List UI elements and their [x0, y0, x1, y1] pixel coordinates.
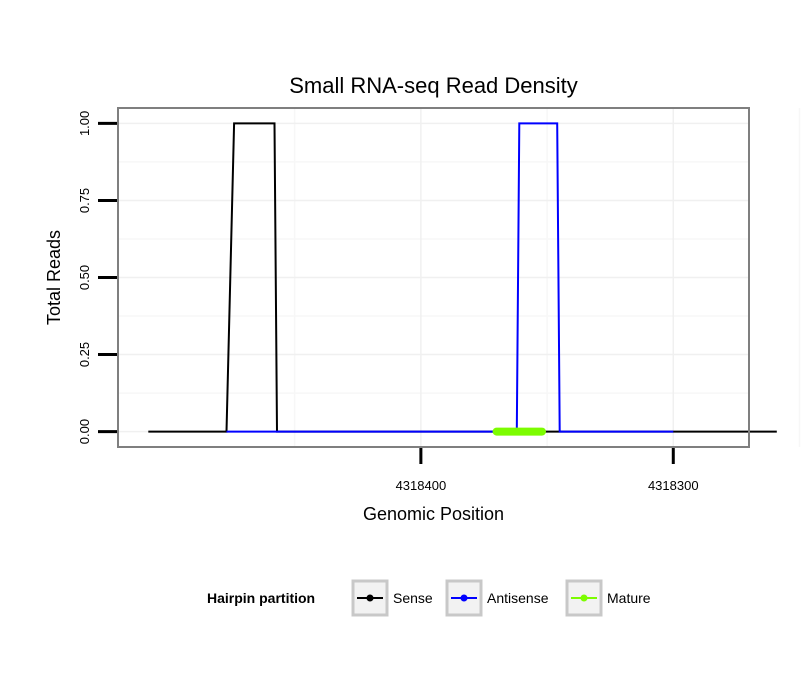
series-line-antisense [226, 122, 674, 433]
y-tick-label: 0.50 [77, 265, 92, 290]
plot-border [117, 107, 750, 448]
y-tick-label: 1.00 [77, 111, 92, 136]
legend-label-mature: Mature [607, 590, 651, 606]
chart-title: Small RNA-seq Read Density [289, 73, 578, 98]
x-axis-title: Genomic Position [363, 504, 504, 524]
legend-key-point [460, 594, 468, 602]
x-tick-label: 4318400 [396, 478, 447, 493]
legend-label-antisense: Antisense [487, 590, 549, 606]
y-tick-label: 0.75 [77, 188, 92, 213]
x-tick-label: 4318300 [648, 478, 699, 493]
y-tick-label: 0.00 [77, 419, 92, 444]
legend-key-point [580, 594, 588, 602]
legend-title: Hairpin partition [207, 590, 315, 606]
y-tick-label: 0.25 [77, 342, 92, 367]
legend-key-point [366, 594, 374, 602]
y-axis-title: Total Reads [44, 230, 64, 325]
legend-label-sense: Sense [393, 590, 433, 606]
